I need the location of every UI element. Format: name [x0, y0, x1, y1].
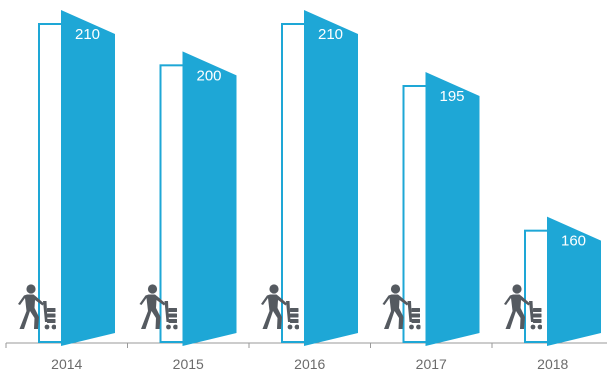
person-pushing-cart-icon — [139, 284, 178, 330]
data-label: 195 — [440, 88, 465, 105]
bar-outline — [159, 64, 185, 343]
data-label: 210 — [318, 26, 343, 43]
bar — [182, 51, 237, 346]
x-tick-label: 2014 — [51, 356, 82, 372]
x-tick-label: 2015 — [173, 356, 204, 372]
person-pushing-cart-icon — [18, 284, 56, 330]
x-tick-label: 2017 — [416, 356, 447, 372]
person-pushing-cart-icon — [261, 284, 299, 330]
person-pushing-cart-icon — [504, 284, 542, 330]
bar — [425, 72, 480, 346]
data-label: 200 — [197, 67, 222, 84]
bar-group-2017: 195 2017 — [382, 72, 480, 372]
x-tick-label: 2016 — [294, 356, 325, 372]
bar — [304, 10, 358, 346]
bar-group-2014: 210 2014 — [18, 10, 115, 372]
x-tick-label: 2018 — [537, 356, 568, 372]
data-label: 210 — [75, 26, 100, 43]
bar-outline — [281, 23, 306, 343]
bar-group-2015: 200 2015 — [139, 51, 237, 372]
bar — [61, 10, 115, 346]
bar-outline — [38, 23, 63, 343]
bar-group-2016: 210 2016 — [261, 10, 358, 372]
bar — [547, 216, 601, 346]
data-label: 160 — [561, 233, 586, 250]
person-pushing-cart-icon — [382, 284, 421, 330]
bar-group-2018: 160 2018 — [504, 216, 601, 372]
bar-outline — [524, 229, 549, 344]
